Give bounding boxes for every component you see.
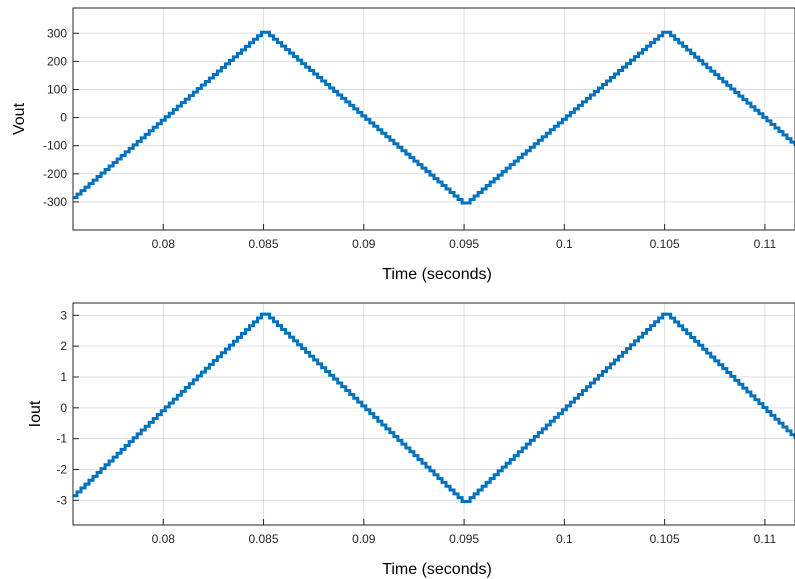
iout-plot: 0.08 0.085 0.09 0.095 0.1 0.105 0.11 -3 -2 -1 0 1 2… (27, 302, 795, 578)
vout-series (73, 30, 795, 205)
vout-grid (73, 8, 795, 230)
iout-x-tick-label: 0.105 (650, 532, 680, 546)
iout-y-tick-label: -1 (56, 432, 67, 446)
vout-x-tick-label: 0.1 (556, 237, 573, 251)
iout-x-axis-label: Time (seconds) (382, 561, 492, 578)
iout-series (73, 312, 795, 503)
iout-y-axis-label: Iout (27, 400, 44, 427)
iout-y-tick-label: -3 (56, 493, 67, 507)
vout-x-axis-label: Time (seconds) (382, 266, 492, 283)
vout-y-tick-label: -200 (43, 167, 67, 181)
iout-x-tick-label: 0.085 (249, 532, 279, 546)
vout-y-tick-label: 200 (47, 54, 67, 68)
iout-y-tick-label: 0 (60, 401, 67, 415)
vout-y-ticks: -300 -200 -100 0 100 200 300 (43, 26, 79, 209)
iout-y-ticks: -3 -2 -1 0 1 2 3 (56, 308, 79, 507)
vout-series-line (73, 30, 795, 205)
iout-x-ticks: 0.08 0.085 0.09 0.095 0.1 0.105 0.11 (152, 519, 777, 546)
vout-x-tick-label: 0.105 (650, 237, 680, 251)
vout-y-axis-label: Vout (11, 102, 28, 135)
vout-y-tick-label: -300 (43, 195, 67, 209)
vout-x-tick-label: 0.085 (249, 237, 279, 251)
vout-plot: 0.08 0.085 0.09 0.095 0.1 0.105 0.11 -300-200-… (11, 7, 795, 283)
vout-x-tick-label: 0.09 (352, 237, 376, 251)
iout-series-line (73, 312, 795, 503)
iout-y-tick-label: -2 (56, 463, 67, 477)
vout-y-tick-label: 300 (47, 26, 67, 40)
vout-axes-frame (72, 7, 795, 231)
iout-x-tick-label: 0.09 (352, 532, 376, 546)
iout-x-tick-label: 0.095 (449, 532, 479, 546)
vout-x-tick-label: 0.08 (152, 237, 176, 251)
vout-y-tick-label: 0 (60, 111, 67, 125)
iout-x-tick-label: 0.1 (556, 532, 573, 546)
vout-y-tick-label: -100 (43, 139, 67, 153)
iout-grid (73, 303, 795, 525)
vout-x-tick-label: 0.095 (449, 237, 479, 251)
iout-y-tick-label: 3 (60, 308, 67, 322)
iout-axes-frame (72, 302, 795, 526)
vout-x-ticks: 0.08 0.085 0.09 0.095 0.1 0.105 0.11 (152, 224, 777, 251)
vout-x-tick-label: 0.11 (754, 237, 777, 251)
iout-y-tick-label: 1 (60, 370, 67, 384)
iout-x-tick-label: 0.08 (152, 532, 176, 546)
iout-x-tick-label: 0.11 (754, 532, 777, 546)
vout-y-tick-label: 100 (47, 82, 67, 96)
iout-y-tick-label: 2 (60, 339, 67, 353)
